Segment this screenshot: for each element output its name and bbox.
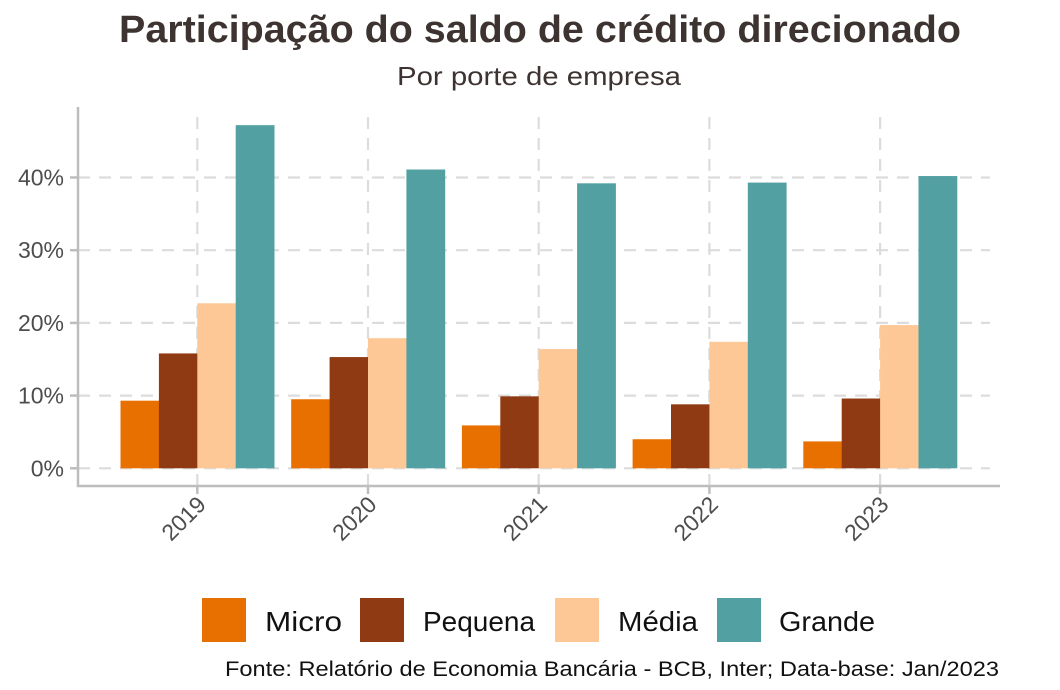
bar-media-2022: [709, 341, 749, 469]
chart-title: Participação do saldo de crédito direcio…: [119, 9, 961, 51]
y-tick-label: 40%: [18, 165, 64, 191]
bar-media-2019: [197, 303, 237, 469]
bar-grande-2019: [235, 125, 275, 469]
legend-label: Média: [618, 606, 698, 637]
y-tick-label: 0%: [31, 455, 64, 481]
legend: Micro Pequena Média Grande: [202, 598, 875, 642]
x-tick-label: 2023: [839, 491, 894, 546]
y-tick-label: 20%: [18, 310, 64, 336]
bar-micro-2020: [291, 399, 330, 469]
legend-key-3: [555, 598, 599, 642]
legend-key-2: [360, 598, 404, 642]
bar-pequena-2022: [671, 404, 710, 469]
chart-subtitle: Por porte de empresa: [397, 61, 682, 91]
bar-pequena-2020: [329, 357, 369, 469]
bar-grande-2021: [577, 183, 616, 469]
legend-label: Micro: [265, 606, 342, 637]
bar-media-2021: [538, 349, 578, 469]
bar-micro-2022: [632, 439, 672, 469]
legend-key-4: [717, 598, 761, 642]
x-tick-label: 2021: [498, 491, 553, 546]
bars: [120, 125, 958, 469]
source-caption: Fonte: Relatório de Economia Bancária - …: [225, 658, 999, 681]
legend-key-1: [202, 598, 246, 642]
x-tick-label: 2022: [668, 491, 723, 546]
bar-micro-2021: [461, 425, 501, 469]
x-axis-ticks: 2019 2020 2021 2022 2023: [156, 486, 894, 546]
legend-label: Pequena: [423, 606, 535, 637]
bar-media-2023: [880, 325, 919, 469]
y-axis-ticks: 0% 10% 20% 30% 40%: [18, 165, 78, 481]
legend-label: Grande: [779, 606, 875, 637]
bar-media-2020: [368, 338, 407, 469]
bar-pequena-2023: [841, 398, 881, 469]
bar-pequena-2021: [500, 396, 540, 469]
bar-grande-2022: [747, 182, 787, 469]
bar-grande-2020: [406, 169, 446, 469]
bar-micro-2019: [120, 400, 160, 469]
x-tick-label: 2019: [156, 491, 211, 546]
y-tick-label: 10%: [18, 383, 64, 409]
x-tick-label: 2020: [327, 491, 382, 546]
bar-grande-2023: [918, 176, 958, 469]
bar-micro-2023: [803, 441, 843, 469]
bar-pequena-2019: [158, 353, 198, 469]
y-tick-label: 30%: [18, 237, 64, 263]
